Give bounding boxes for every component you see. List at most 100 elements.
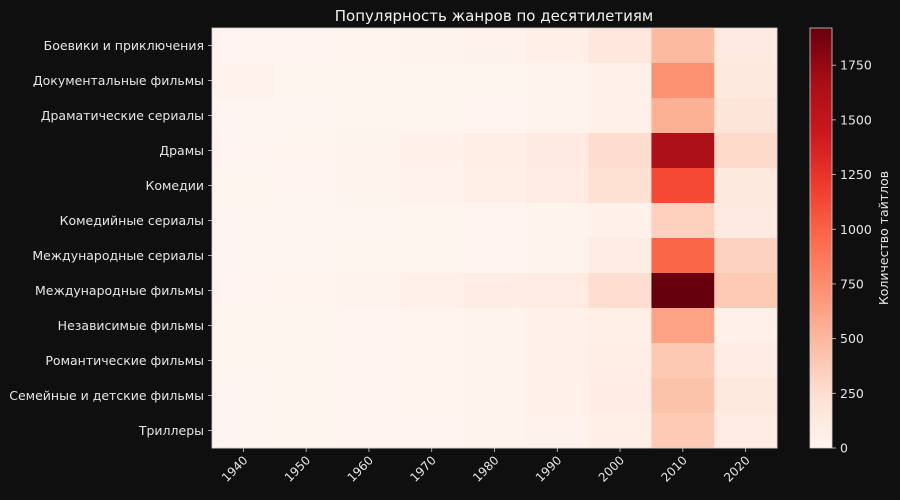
heatmap-cell: [714, 413, 778, 449]
heatmap-cell: [714, 273, 778, 309]
x-tick-label: 1990: [533, 453, 564, 484]
colorbar-tick-label: 250: [840, 386, 864, 401]
heatmap-cell: [400, 203, 464, 239]
heatmap-cell: [463, 238, 527, 274]
x-tick-label: 2000: [596, 453, 627, 484]
heatmap-cell: [337, 98, 401, 134]
heatmap-cell: [588, 168, 652, 204]
heatmap-cell: [274, 98, 338, 134]
colorbar-tick-label: 750: [840, 276, 864, 291]
heatmap-cell: [525, 378, 590, 414]
heatmap-cell: [714, 28, 778, 64]
chart-title: Популярность жанров по десятилетиям: [335, 7, 653, 25]
heatmap-cell: [463, 308, 527, 344]
heatmap-cell: [714, 308, 778, 344]
heatmap-cell: [400, 238, 464, 274]
heatmap-cell: [212, 28, 276, 64]
heatmap-cell: [400, 273, 464, 309]
x-tick-label: 2010: [658, 453, 689, 484]
y-tick-label: Семейные и детские фильмы: [9, 388, 204, 403]
heatmap-cell: [463, 133, 527, 169]
heatmap-cell: [588, 413, 652, 449]
heatmap-cell: [463, 203, 527, 239]
heatmap-cell: [525, 343, 590, 379]
colorbar-tick-label: 1250: [840, 167, 872, 182]
heatmap-cell: [588, 273, 652, 309]
heatmap-cell: [525, 63, 590, 99]
heatmap-cell: [588, 133, 652, 169]
heatmap-cell: [463, 378, 527, 414]
y-tick-label: Драмы: [159, 143, 204, 158]
heatmap-cell: [463, 413, 527, 449]
y-tick-label: Комедии: [145, 178, 204, 193]
heatmap-cell: [463, 28, 527, 64]
colorbar: [809, 27, 833, 449]
heatmap-cell: [212, 343, 276, 379]
heatmap-cell: [651, 98, 715, 134]
heatmap-cell: [525, 168, 590, 204]
heatmap-cell: [212, 378, 276, 414]
heatmap-cell: [212, 133, 276, 169]
heatmap-cell: [274, 168, 338, 204]
heatmap-cell: [212, 168, 276, 204]
heatmap-cell: [337, 343, 401, 379]
y-tick-label: Международные фильмы: [35, 283, 204, 298]
heatmap-cell: [588, 238, 652, 274]
heatmap-cell: [588, 378, 652, 414]
heatmap-cell: [651, 28, 715, 64]
heatmap-cell: [274, 308, 338, 344]
heatmap-cell: [212, 98, 276, 134]
colorbar-tick-label: 1500: [840, 112, 872, 127]
heatmap-cell: [714, 203, 778, 239]
heatmap-cell: [714, 133, 778, 169]
heatmap-cell: [651, 168, 715, 204]
heatmap-cell: [212, 308, 276, 344]
colorbar-ticks: 0 250 500 750 1000 1250 1500 1750: [832, 58, 872, 456]
heatmap-cell: [274, 203, 338, 239]
heatmap-cell: [651, 63, 715, 99]
heatmap-cell: [274, 378, 338, 414]
heatmap-cell: [714, 238, 778, 274]
heatmap-cell: [525, 203, 590, 239]
heatmap-cells: [212, 28, 778, 449]
heatmap-cell: [651, 203, 715, 239]
heatmap-cell: [651, 133, 715, 169]
heatmap-cell: [463, 273, 527, 309]
heatmap-cell: [651, 308, 715, 344]
heatmap-cell: [714, 378, 778, 414]
heatmap-cell: [212, 238, 276, 274]
heatmap-cell: [337, 168, 401, 204]
x-tick-label: 1980: [470, 453, 501, 484]
heatmap-cell: [337, 413, 401, 449]
colorbar-label: Количество тайтлов: [876, 171, 891, 305]
heatmap-cell: [212, 273, 276, 309]
heatmap-cell: [525, 28, 590, 64]
heatmap-cell: [337, 203, 401, 239]
heatmap-cell: [463, 63, 527, 99]
heatmap-cell: [714, 63, 778, 99]
y-tick-label: Драматические сериалы: [41, 108, 204, 123]
heatmap-cell: [400, 413, 464, 449]
heatmap-cell: [337, 238, 401, 274]
heatmap-cell: [212, 63, 276, 99]
y-tick-label: Комедийные сериалы: [60, 213, 204, 228]
x-tick-label: 1940: [219, 453, 250, 484]
heatmap-cell: [651, 238, 715, 274]
heatmap-cell: [337, 378, 401, 414]
heatmap-cell: [274, 413, 338, 449]
heatmap-cell: [525, 238, 590, 274]
heatmap-cell: [651, 413, 715, 449]
heatmap-cell: [337, 63, 401, 99]
y-tick-labels: Боевики и приключения Документальные филь…: [9, 38, 212, 438]
heatmap-cell: [463, 343, 527, 379]
heatmap-cell: [400, 28, 464, 64]
colorbar-tick-label: 0: [840, 441, 848, 456]
heatmap-cell: [588, 308, 652, 344]
x-tick-label: 1970: [407, 453, 438, 484]
heatmap-cell: [588, 203, 652, 239]
colorbar-tick-label: 500: [840, 331, 864, 346]
heatmap-cell: [400, 378, 464, 414]
x-tick-label: 1960: [345, 453, 376, 484]
colorbar-tick-label: 1750: [840, 58, 872, 73]
heatmap-cell: [400, 133, 464, 169]
